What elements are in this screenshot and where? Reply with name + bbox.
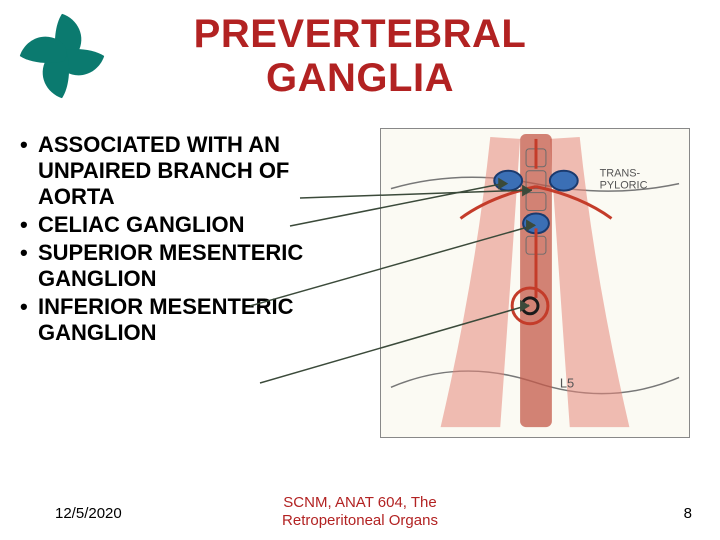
bullet-item-1: ASSOCIATED WITH AN UNPAIRED BRANCH OF AO… [18,132,358,210]
diagram-label-transpyloric: TRANS- [600,168,641,180]
footer-page-number: 8 [684,505,692,522]
title-line-1: PREVERTEBRAL [194,12,527,56]
bullet-list: ASSOCIATED WITH AN UNPAIRED BRANCH OF AO… [18,132,358,348]
slide-title: PREVERTEBRAL GANGLIA [0,0,720,100]
bullet-item-4: INFERIOR MESENTERIC GANGLION [18,294,358,346]
title-line-2: GANGLIA [266,56,454,100]
logo [18,12,106,100]
footer-center-line1: SCNM, ANAT 604, The [283,494,436,511]
anatomy-diagram: TRANS- PYLORIC L5 [380,128,690,438]
bullet-item-2: CELIAC GANGLION [18,212,358,238]
svg-text:PYLORIC: PYLORIC [600,180,648,192]
footer-center: SCNM, ANAT 604, The Retroperitoneal Orga… [0,494,720,530]
bullet-item-3: SUPERIOR MESENTERIC GANGLION [18,240,358,292]
diagram-label-l5: L5 [560,375,574,390]
footer-center-line2: Retroperitoneal Organs [282,512,438,529]
